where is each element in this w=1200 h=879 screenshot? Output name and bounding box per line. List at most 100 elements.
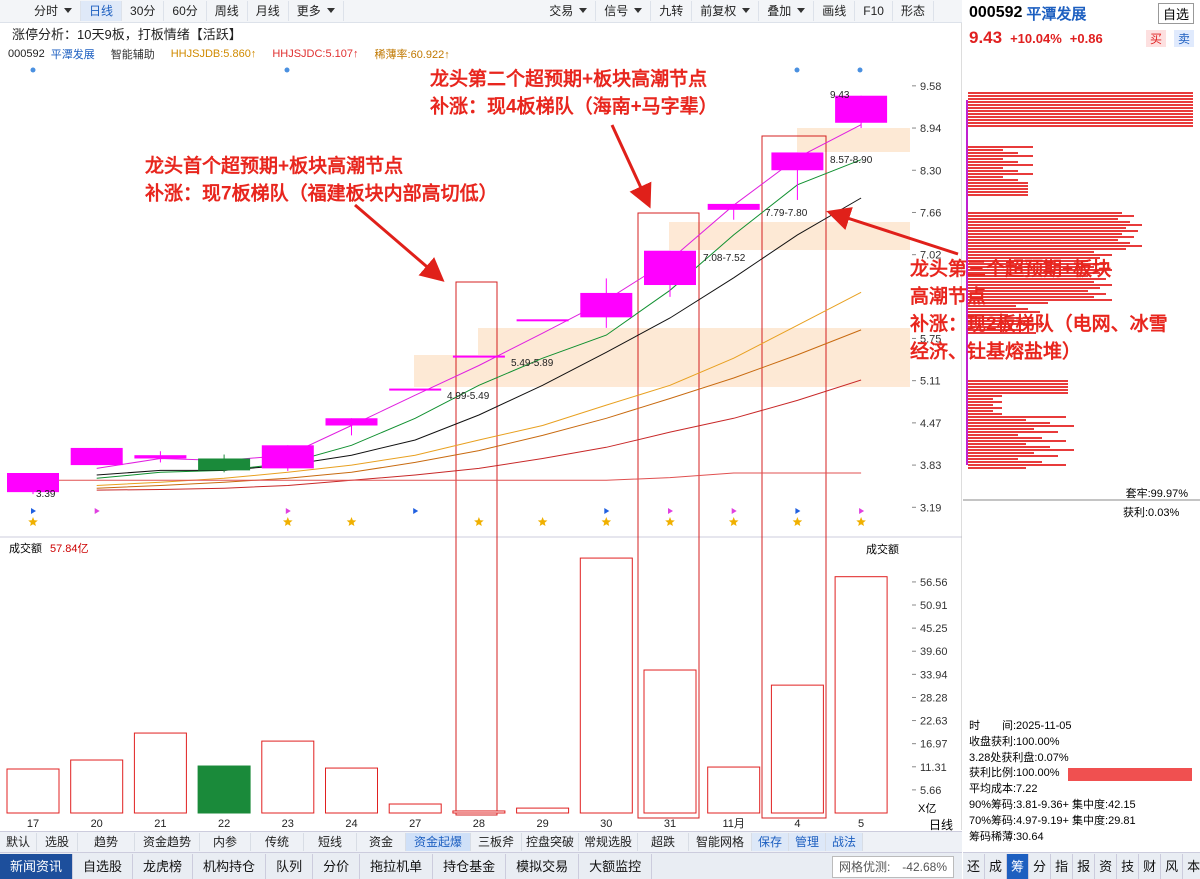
flag-icon <box>413 508 419 514</box>
tab[interactable]: 资金 <box>357 833 406 851</box>
status-tab[interactable]: 持仓基金 <box>433 853 507 879</box>
chip-bar <box>968 434 1018 436</box>
tab[interactable]: 内参 <box>200 833 251 851</box>
tab[interactable]: 战法 <box>826 833 863 851</box>
buy-button[interactable]: 买 <box>1145 29 1166 47</box>
chip-bar <box>968 290 1088 292</box>
highlight-box <box>761 135 827 819</box>
side-tab[interactable]: 技 <box>1117 853 1140 879</box>
tab[interactable]: 选股 <box>37 833 78 851</box>
y-tick-label: 45.25 <box>920 623 948 635</box>
tab[interactable]: 三板斧 <box>471 833 522 851</box>
zones <box>414 128 910 387</box>
period-button[interactable]: 日线 <box>81 1 123 21</box>
chip-bar <box>968 95 1193 97</box>
status-tab[interactable]: 模拟交易 <box>506 853 580 879</box>
period-button[interactable]: 60分 <box>164 1 207 21</box>
volume-bar <box>643 669 697 814</box>
volume-legend: 成交额 57.84亿 <box>9 540 89 556</box>
chip-bar <box>968 176 1003 178</box>
chip-bar <box>968 422 1050 424</box>
tool-button[interactable]: 形态 <box>893 1 934 21</box>
x-tick-label: 27 <box>409 818 421 830</box>
x-tick-label: 24 <box>345 818 357 830</box>
side-tab[interactable]: 筹 <box>1007 853 1030 879</box>
side-tab[interactable]: 资 <box>1095 853 1118 879</box>
side-tab[interactable]: 还 <box>963 853 986 879</box>
sell-button[interactable]: 卖 <box>1173 29 1194 47</box>
chip-bar <box>968 293 1106 295</box>
tool-button[interactable]: F10 <box>855 1 893 21</box>
tab[interactable]: 保存 <box>752 833 789 851</box>
chip-bar <box>968 464 1066 466</box>
chip-bar <box>968 239 1118 241</box>
period-button[interactable]: 月线 <box>248 1 289 21</box>
status-tab[interactable]: 大额监控 <box>579 853 653 879</box>
period-label: 日线 <box>928 818 953 832</box>
chip-bar <box>968 194 1028 196</box>
side-tab[interactable]: 成 <box>985 853 1008 879</box>
price-label: 4.99-5.49 <box>447 391 490 402</box>
status-tab[interactable]: 龙虎榜 <box>133 853 194 879</box>
chip-bar <box>968 251 1094 253</box>
tab[interactable]: 趋势 <box>78 833 135 851</box>
watch-button[interactable]: 自选 <box>1157 2 1194 24</box>
tool-button[interactable]: 交易 <box>541 1 597 21</box>
ma-line <box>96 379 862 491</box>
tab[interactable]: 常规选股 <box>579 833 638 851</box>
price-label: 5.49-5.89 <box>511 358 554 369</box>
flag-icon <box>668 508 673 514</box>
period-button[interactable]: 周线 <box>207 1 248 21</box>
chip-info-line: 筹码稀薄:30.64 <box>969 830 1044 843</box>
y-tick-label: 5.66 <box>920 785 941 797</box>
highlight-box <box>455 281 498 816</box>
chip-bar <box>968 446 1050 448</box>
side-tab[interactable]: 风 <box>1161 853 1184 879</box>
tool-button[interactable]: 信号 <box>596 1 652 21</box>
tab[interactable]: 超跌 <box>638 833 689 851</box>
period-button[interactable]: 更多 <box>289 1 344 21</box>
tool-button[interactable]: 九转 <box>651 1 693 21</box>
tab[interactable]: 控盘突破 <box>522 833 579 851</box>
x-tick-label: 11月 <box>722 818 744 830</box>
chip-bar <box>968 302 1048 304</box>
chip-bar <box>968 431 1058 433</box>
side-tab[interactable]: 本 <box>1183 854 1200 879</box>
tool-button[interactable]: 叠加 <box>759 1 815 21</box>
tool-button[interactable]: 前复权 <box>692 1 760 21</box>
chip-bar <box>968 182 1028 184</box>
indicator: HHJSJDC:5.107↑ <box>272 48 359 60</box>
side-tab[interactable]: 指 <box>1051 853 1074 879</box>
assist[interactable]: 智能辅助 <box>110 49 155 61</box>
side-tab[interactable]: 分 <box>1029 853 1052 879</box>
status-tab[interactable]: 队列 <box>266 853 314 879</box>
chip-bar <box>968 275 1088 277</box>
tab[interactable]: 资金起爆 <box>406 833 471 851</box>
tab[interactable]: 短线 <box>304 833 357 851</box>
status-tab[interactable]: 拖拉机单 <box>360 853 434 879</box>
side-header: 000592 平潭发展 自选 <box>963 0 1200 26</box>
tab[interactable]: 默认 <box>0 833 37 851</box>
flag-icon <box>731 508 737 514</box>
volume-bar <box>707 766 761 814</box>
tab[interactable]: 资金趋势 <box>135 833 200 851</box>
status-tab[interactable]: 机构持仓 <box>193 853 267 879</box>
tab[interactable]: 管理 <box>789 833 826 851</box>
tool-button[interactable]: 画线 <box>814 1 856 21</box>
y-tick-label: 9.58 <box>920 81 941 93</box>
side-tab[interactable]: 财 <box>1139 853 1162 879</box>
chip-bar <box>968 155 1033 157</box>
profit: 获利:0.03% <box>1123 507 1180 519</box>
status-tab[interactable]: 自选股 <box>73 853 134 879</box>
chip-bar <box>968 389 1068 391</box>
tab[interactable]: 传统 <box>251 833 304 851</box>
period-button[interactable]: 分时 <box>26 1 82 21</box>
status-tab[interactable]: 新闻资讯 <box>0 853 74 879</box>
tool-buttons: 交易 信号 九转 前复权 叠加 画线 F10 形态 <box>541 1 962 21</box>
chip-bar <box>968 380 1068 382</box>
status-tab[interactable]: 分价 <box>313 853 361 879</box>
period-button[interactable]: 30分 <box>122 1 165 21</box>
chip-bar <box>968 164 1033 166</box>
side-tab[interactable]: 报 <box>1073 853 1096 879</box>
tab[interactable]: 智能网格 <box>689 833 752 851</box>
